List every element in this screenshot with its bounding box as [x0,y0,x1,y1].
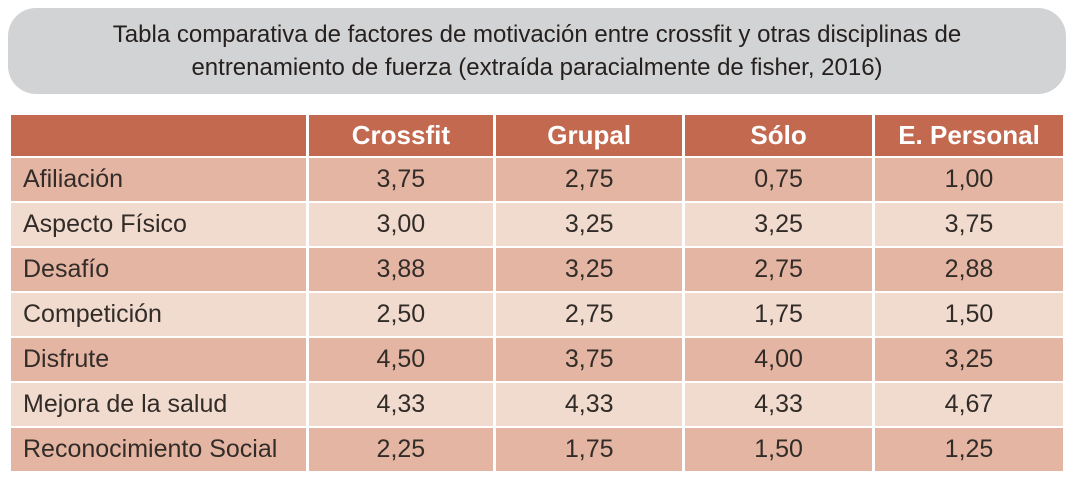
table-row: Afiliación 3,75 2,75 0,75 1,00 [8,156,1066,203]
cell-value: 3,25 [493,246,686,293]
cell-value: 4,33 [682,381,876,428]
row-label: Reconocimiento Social [8,426,309,473]
table-row: Desafío 3,88 3,25 2,75 2,88 [8,246,1066,293]
row-label: Desafío [8,246,309,293]
title-box: Tabla comparativa de factores de motivac… [8,8,1066,94]
cell-value: 4,33 [493,381,686,428]
header-row: Crossfit Grupal Sólo E. Personal [8,113,1066,158]
row-label: Disfrute [8,336,309,383]
cell-value: 3,25 [493,201,686,248]
cell-value: 2,75 [682,246,876,293]
cell-value: 2,25 [305,426,497,473]
cell-value: 3,75 [872,201,1066,248]
title-line-1: Tabla comparativa de factores de motivac… [112,21,962,48]
cell-value: 4,33 [305,381,497,428]
cell-value: 1,00 [872,156,1066,203]
cell-value: 3,25 [682,201,876,248]
cell-value: 3,88 [305,246,497,293]
column-header-crossfit: Crossfit [305,113,497,158]
row-label: Aspecto Físico [8,201,309,248]
title-line-2: entrenamiento de fuerza (extraída paraci… [191,54,883,81]
corner-cell [8,113,309,158]
cell-value: 3,00 [305,201,497,248]
cell-value: 2,88 [872,246,1066,293]
cell-value: 1,50 [682,426,876,473]
cell-value: 4,00 [682,336,876,383]
row-label: Competición [8,291,309,338]
cell-value: 4,67 [872,381,1066,428]
cell-value: 1,75 [493,426,686,473]
table-row: Disfrute 4,50 3,75 4,00 3,25 [8,336,1066,383]
cell-value: 3,75 [305,156,497,203]
cell-value: 1,50 [872,291,1066,338]
column-header-solo: Sólo [682,113,876,158]
comparison-table: Crossfit Grupal Sólo E. Personal Afiliac… [8,113,1066,473]
cell-value: 3,75 [493,336,686,383]
cell-value: 2,50 [305,291,497,338]
table-row: Aspecto Físico 3,00 3,25 3,25 3,75 [8,201,1066,248]
cell-value: 2,75 [493,156,686,203]
column-header-e-personal: E. Personal [872,113,1066,158]
cell-value: 4,50 [305,336,497,383]
row-label: Mejora de la salud [8,381,309,428]
cell-value: 2,75 [493,291,686,338]
table-row: Reconocimiento Social 2,25 1,75 1,50 1,2… [8,426,1066,473]
column-header-grupal: Grupal [493,113,686,158]
cell-value: 0,75 [682,156,876,203]
cell-value: 1,75 [682,291,876,338]
cell-value: 1,25 [872,426,1066,473]
table-row: Mejora de la salud 4,33 4,33 4,33 4,67 [8,381,1066,428]
cell-value: 3,25 [872,336,1066,383]
table-row: Competición 2,50 2,75 1,75 1,50 [8,291,1066,338]
row-label: Afiliación [8,156,309,203]
